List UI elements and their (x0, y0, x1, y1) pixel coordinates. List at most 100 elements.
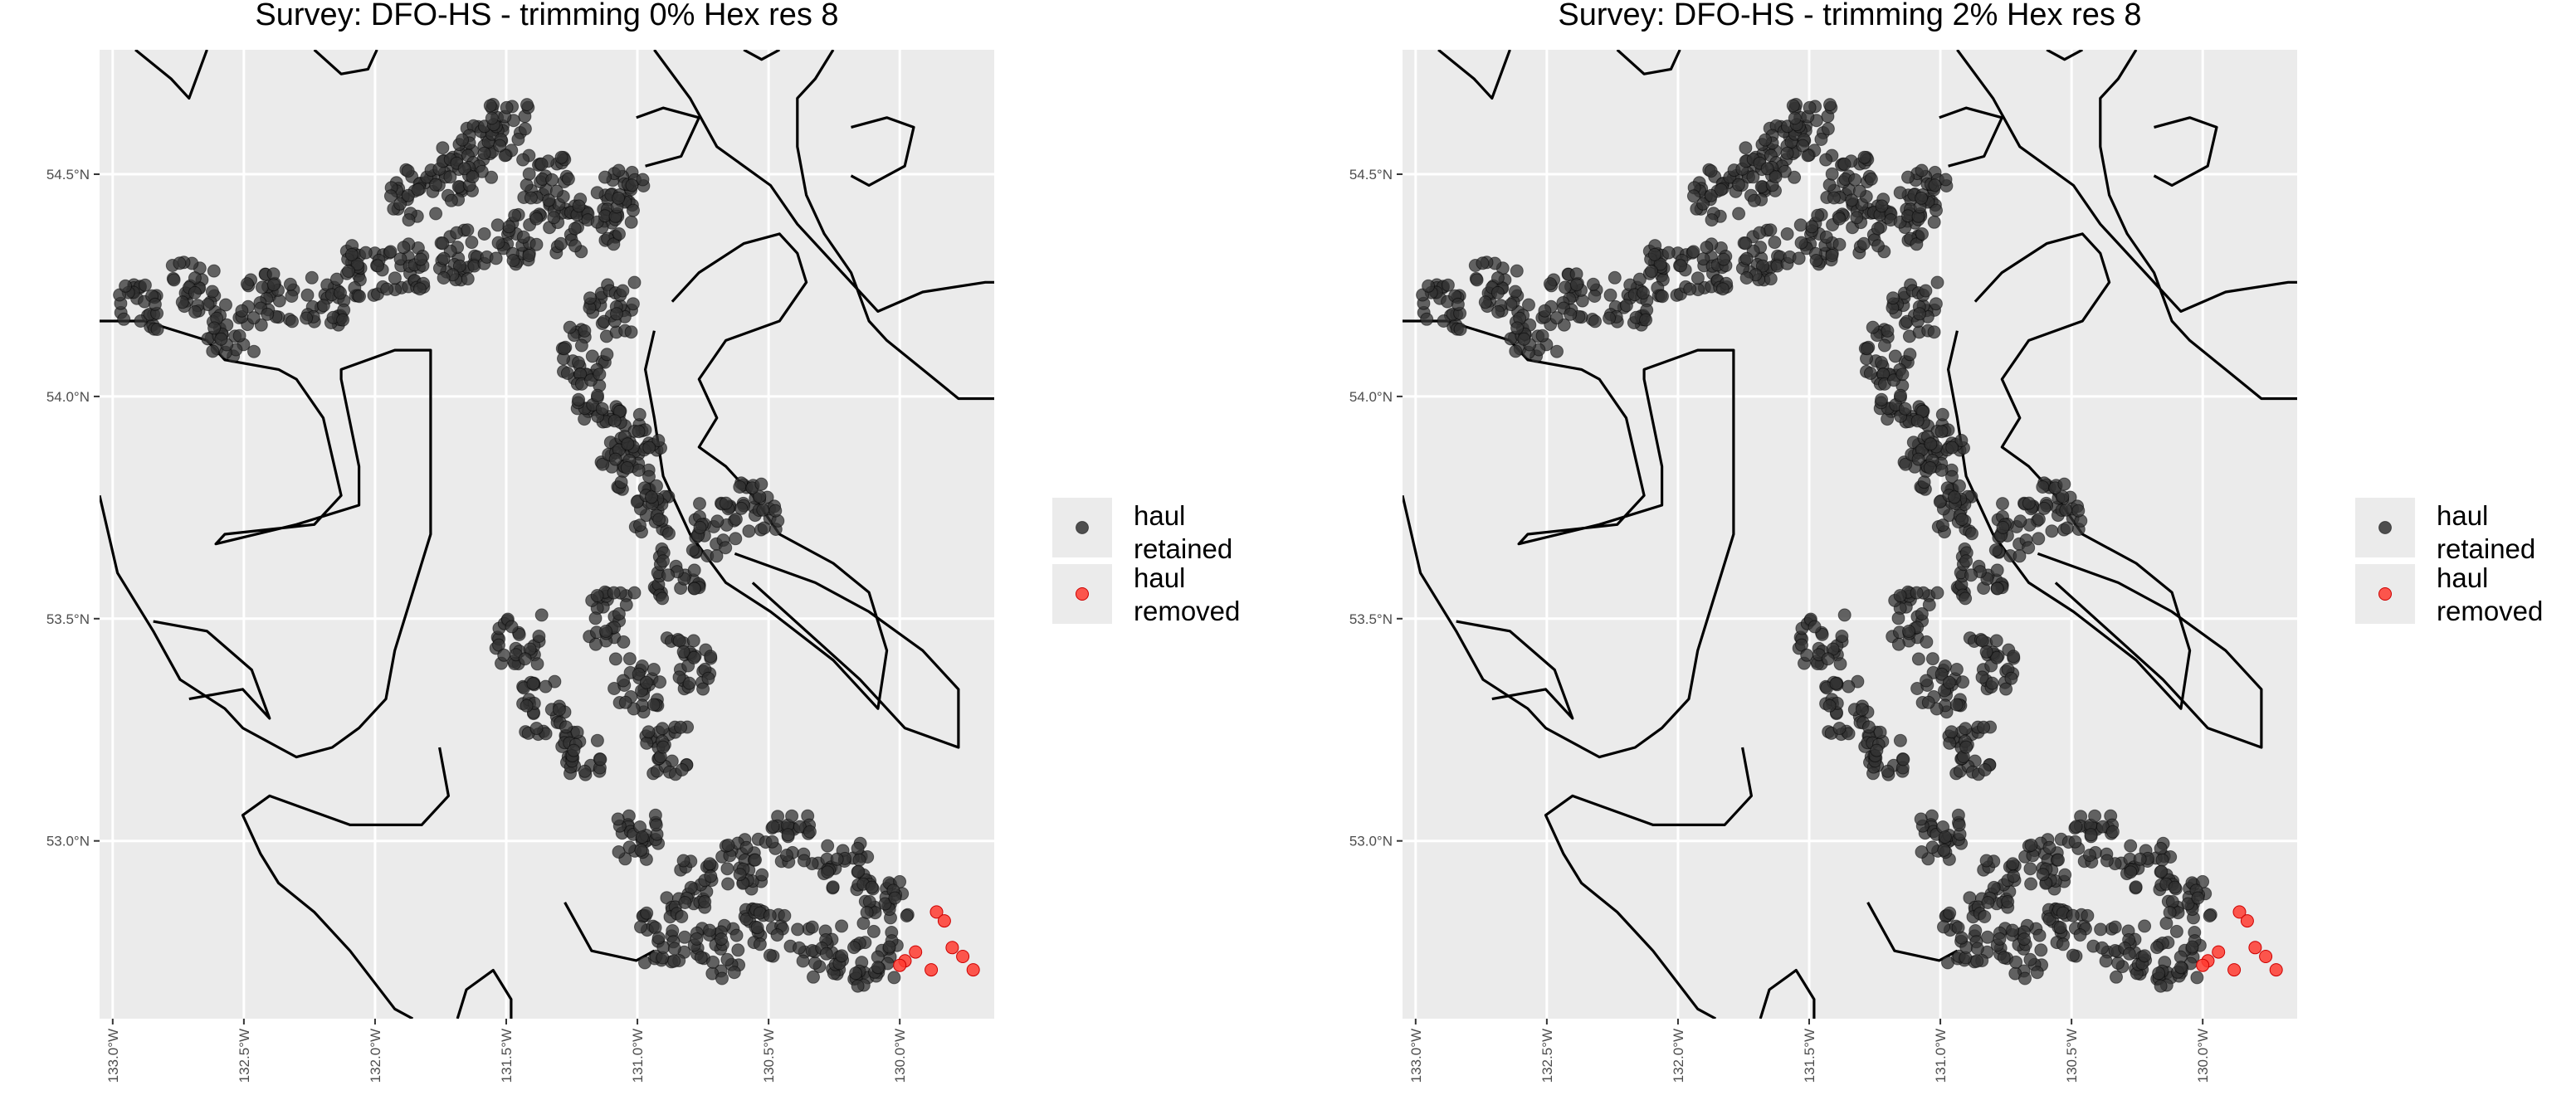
haul-retained-point (720, 952, 734, 966)
haul-retained-point (830, 852, 844, 866)
haul-retained-point (720, 862, 734, 876)
haul-retained-point (1608, 270, 1622, 285)
haul-retained-point (638, 956, 651, 970)
haul-retained-point (1490, 285, 1505, 299)
haul-removed-point (2227, 963, 2242, 977)
haul-retained-point (678, 896, 692, 909)
haul-retained-point (1928, 178, 1942, 192)
haul-retained-point (1808, 620, 1822, 634)
haul-retained-point (851, 841, 865, 855)
haul-retained-point (2032, 512, 2046, 526)
haul-retained-point (652, 513, 666, 527)
haul-retained-point (1716, 252, 1730, 266)
haul-retained-point (437, 271, 451, 285)
haul-retained-point (520, 98, 534, 112)
haul-retained-point (529, 722, 544, 735)
haul-retained-point (593, 752, 607, 766)
haul-retained-point (1990, 650, 2004, 664)
haul-retained-point (1877, 338, 1891, 353)
haul-retained-point (173, 256, 187, 270)
haul-retained-point (1930, 203, 1943, 217)
haul-retained-point (1919, 284, 1933, 298)
haul-retained-point (715, 971, 729, 986)
haul-retained-point (704, 650, 718, 664)
haul-retained-point (329, 272, 344, 286)
haul-retained-point (634, 920, 647, 934)
haul-retained-point (557, 342, 571, 356)
haul-retained-point (1510, 264, 1524, 278)
haul-retained-point (1780, 227, 1794, 241)
haul-retained-point (1704, 188, 1718, 202)
haul-retained-point (608, 452, 622, 466)
y-tick-label: 53.0°N (1349, 834, 1393, 849)
haul-retained-point (1977, 720, 1991, 734)
haul-retained-point (1852, 184, 1866, 198)
haul-retained-point (545, 173, 559, 187)
haul-retained-point (2032, 532, 2046, 546)
haul-retained-point (882, 940, 896, 954)
haul-retained-point (1803, 100, 1817, 114)
haul-retained-point (1690, 271, 1705, 285)
haul-retained-point (1811, 208, 1825, 222)
haul-retained-point (1955, 513, 1969, 527)
haul-retained-point (756, 503, 770, 517)
haul-retained-point (1993, 932, 2007, 946)
haul-retained-point (214, 332, 228, 346)
haul-retained-point (2057, 477, 2071, 491)
coastline-9 (734, 552, 960, 749)
haul-retained-point (526, 677, 540, 691)
haul-retained-point (721, 877, 735, 891)
haul-retained-point (437, 251, 451, 265)
haul-retained-point (765, 835, 779, 849)
coastline-6 (1759, 969, 1816, 1019)
y-tick-label: 54.5°N (1349, 167, 1393, 182)
haul-retained-point (2133, 852, 2147, 866)
haul-retained-point (2066, 908, 2080, 922)
haul-retained-point (656, 554, 671, 568)
haul-retained-point (1969, 924, 1983, 937)
haul-removed-point (937, 914, 951, 928)
haul-retained-point (614, 475, 628, 489)
haul-retained-point (1603, 288, 1617, 302)
haul-retained-point (1814, 133, 1828, 146)
haul-retained-point (2108, 920, 2122, 934)
haul-retained-point (1921, 695, 1935, 709)
haul-retained-point (2023, 952, 2037, 966)
haul-retained-point (721, 838, 735, 852)
x-tick-label: 132.0°W (1671, 1029, 1686, 1083)
x-tick-label: 130.0°W (892, 1029, 908, 1083)
haul-retained-point (1508, 285, 1522, 299)
x-tick-label: 133.0°W (1408, 1029, 1424, 1083)
haul-retained-point (412, 282, 427, 296)
haul-retained-point (733, 868, 747, 882)
haul-retained-point (207, 264, 221, 278)
haul-retained-point (1911, 452, 1925, 466)
haul-retained-point (2111, 956, 2125, 970)
haul-retained-point (2036, 868, 2050, 882)
haul-retained-point (636, 173, 650, 187)
haul-retained-point (1805, 220, 1819, 234)
haul-retained-point (188, 305, 202, 319)
haul-retained-point (866, 924, 881, 938)
haul-retained-point (506, 254, 520, 267)
y-tick-label: 53.5°N (1349, 611, 1393, 627)
haul-retained-point (1786, 99, 1800, 113)
haul-retained-point (255, 280, 269, 294)
haul-retained-point (388, 271, 402, 285)
haul-retained-point (734, 501, 749, 515)
haul-retained-point (397, 241, 411, 255)
haul-retained-point (1893, 589, 1907, 602)
x-tick-label: 131.0°W (630, 1029, 646, 1083)
haul-retained-point (2081, 908, 2095, 922)
haul-retained-point (785, 809, 799, 823)
haul-retained-point (2124, 839, 2138, 853)
haul-retained-point (632, 667, 646, 681)
haul-retained-point (490, 218, 505, 232)
haul-retained-point (554, 236, 568, 251)
haul-retained-point (1915, 227, 1929, 241)
haul-retained-point (1866, 320, 1880, 334)
haul-retained-point (796, 954, 810, 968)
haul-retained-point (1938, 830, 1952, 844)
haul-retained-point (1913, 307, 1926, 321)
haul-retained-point (585, 349, 599, 363)
